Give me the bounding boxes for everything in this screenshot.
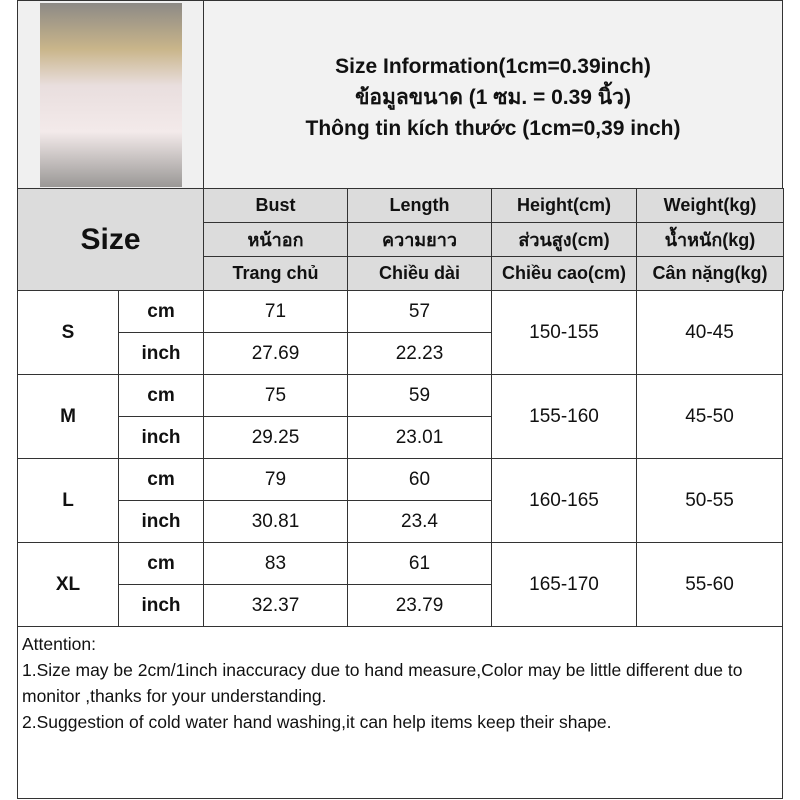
attention-line-2: 2.Suggestion of cold water hand washing,… [22, 712, 612, 732]
length-cm: 60 [347, 458, 492, 501]
length-cm: 59 [347, 374, 492, 417]
weight-range: 40-45 [636, 290, 783, 375]
column-header-vi: Cân nặng(kg) [636, 256, 784, 291]
column-header-vi: Chiều dài [347, 256, 492, 291]
length-inch: 22.23 [347, 332, 492, 375]
unit-cm: cm [118, 542, 204, 585]
column-header-th: ส่วนสูง(cm) [491, 222, 637, 257]
size-header: Size [17, 188, 204, 291]
bust-inch: 32.37 [203, 584, 348, 627]
height-range: 150-155 [491, 290, 637, 375]
bust-cm: 83 [203, 542, 348, 585]
length-cm: 61 [347, 542, 492, 585]
unit-cm: cm [118, 290, 204, 333]
bust-cm: 71 [203, 290, 348, 333]
size-label: L [17, 458, 119, 543]
title-en: Size Information(1cm=0.39inch) [335, 55, 651, 78]
length-inch: 23.4 [347, 500, 492, 543]
column-header-th: ความยาว [347, 222, 492, 257]
attention-heading: Attention: [22, 634, 96, 654]
size-label: M [17, 374, 119, 459]
unit-cm: cm [118, 374, 204, 417]
length-cm: 57 [347, 290, 492, 333]
title-th: ข้อมูลขนาด (1 ซม. = 0.39 นิ้ว) [355, 86, 631, 109]
column-header-en: Bust [203, 188, 348, 223]
attention-line-1: 1.Size may be 2cm/1inch inaccuracy due t… [22, 660, 743, 706]
bust-inch: 27.69 [203, 332, 348, 375]
title-vi: Thông tin kích thước (1cm=0,39 inch) [305, 117, 681, 140]
height-range: 165-170 [491, 542, 637, 627]
height-range: 155-160 [491, 374, 637, 459]
bust-inch: 29.25 [203, 416, 348, 459]
length-inch: 23.79 [347, 584, 492, 627]
bust-cm: 79 [203, 458, 348, 501]
product-photo [40, 3, 182, 187]
bust-cm: 75 [203, 374, 348, 417]
unit-inch: inch [118, 332, 204, 375]
height-range: 160-165 [491, 458, 637, 543]
size-label: S [17, 290, 119, 375]
unit-cm: cm [118, 458, 204, 501]
weight-range: 45-50 [636, 374, 783, 459]
column-header-th: น้ำหนัก(kg) [636, 222, 784, 257]
column-header-en: Height(cm) [491, 188, 637, 223]
unit-inch: inch [118, 584, 204, 627]
column-header-vi: Trang chủ [203, 256, 348, 291]
length-inch: 23.01 [347, 416, 492, 459]
column-header-th: หน้าอก [203, 222, 348, 257]
weight-range: 50-55 [636, 458, 783, 543]
size-label: XL [17, 542, 119, 627]
bust-inch: 30.81 [203, 500, 348, 543]
column-header-en: Weight(kg) [636, 188, 784, 223]
column-header-vi: Chiều cao(cm) [491, 256, 637, 291]
weight-range: 55-60 [636, 542, 783, 627]
unit-inch: inch [118, 500, 204, 543]
unit-inch: inch [118, 416, 204, 459]
attention-notes: Attention: 1.Size may be 2cm/1inch inacc… [17, 626, 783, 799]
column-header-en: Length [347, 188, 492, 223]
title-cell: Size Information(1cm=0.39inch) ข้อมูลขนา… [203, 0, 783, 189]
